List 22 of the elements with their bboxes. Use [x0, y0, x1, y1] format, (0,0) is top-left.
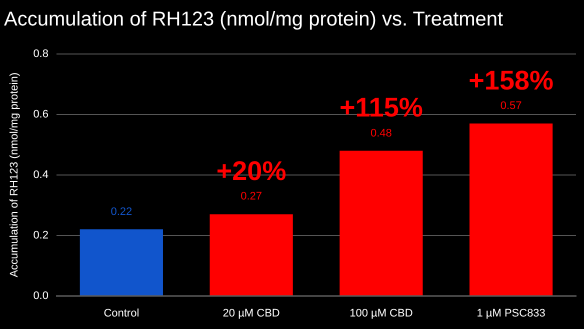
x-tick-label: Control	[104, 307, 140, 320]
data-label: 0.22	[110, 206, 132, 218]
data-label: 0.27	[240, 190, 262, 203]
y-tick-label: 0.2	[33, 229, 48, 242]
bar	[340, 150, 423, 296]
y-tick-label: 0.6	[33, 108, 48, 120]
annotation: +20%	[216, 156, 286, 186]
bar	[80, 229, 163, 296]
bar	[470, 124, 553, 296]
annotation: +158%	[468, 65, 554, 96]
y-tick-label: 0.4	[33, 168, 48, 181]
data-label: 0.48	[370, 127, 392, 140]
y-tick-label: 0.0	[33, 290, 48, 302]
y-tick-label: 0.8	[33, 48, 48, 60]
bar	[210, 214, 293, 296]
y-axis-title: Accumulation of RH123 (nmol/mg protein)	[8, 72, 21, 278]
x-tick-label: 20 µM CBD	[222, 307, 280, 320]
x-tick-label: 1 µM PSC833	[476, 307, 546, 320]
annotation: +115%	[340, 92, 423, 123]
x-tick-label: 100 µM CBD	[350, 307, 413, 320]
chart-title: Accumulation of RH123 (nmol/mg protein) vs. Treatment	[4, 8, 504, 31]
data-label: 0.57	[500, 100, 522, 112]
